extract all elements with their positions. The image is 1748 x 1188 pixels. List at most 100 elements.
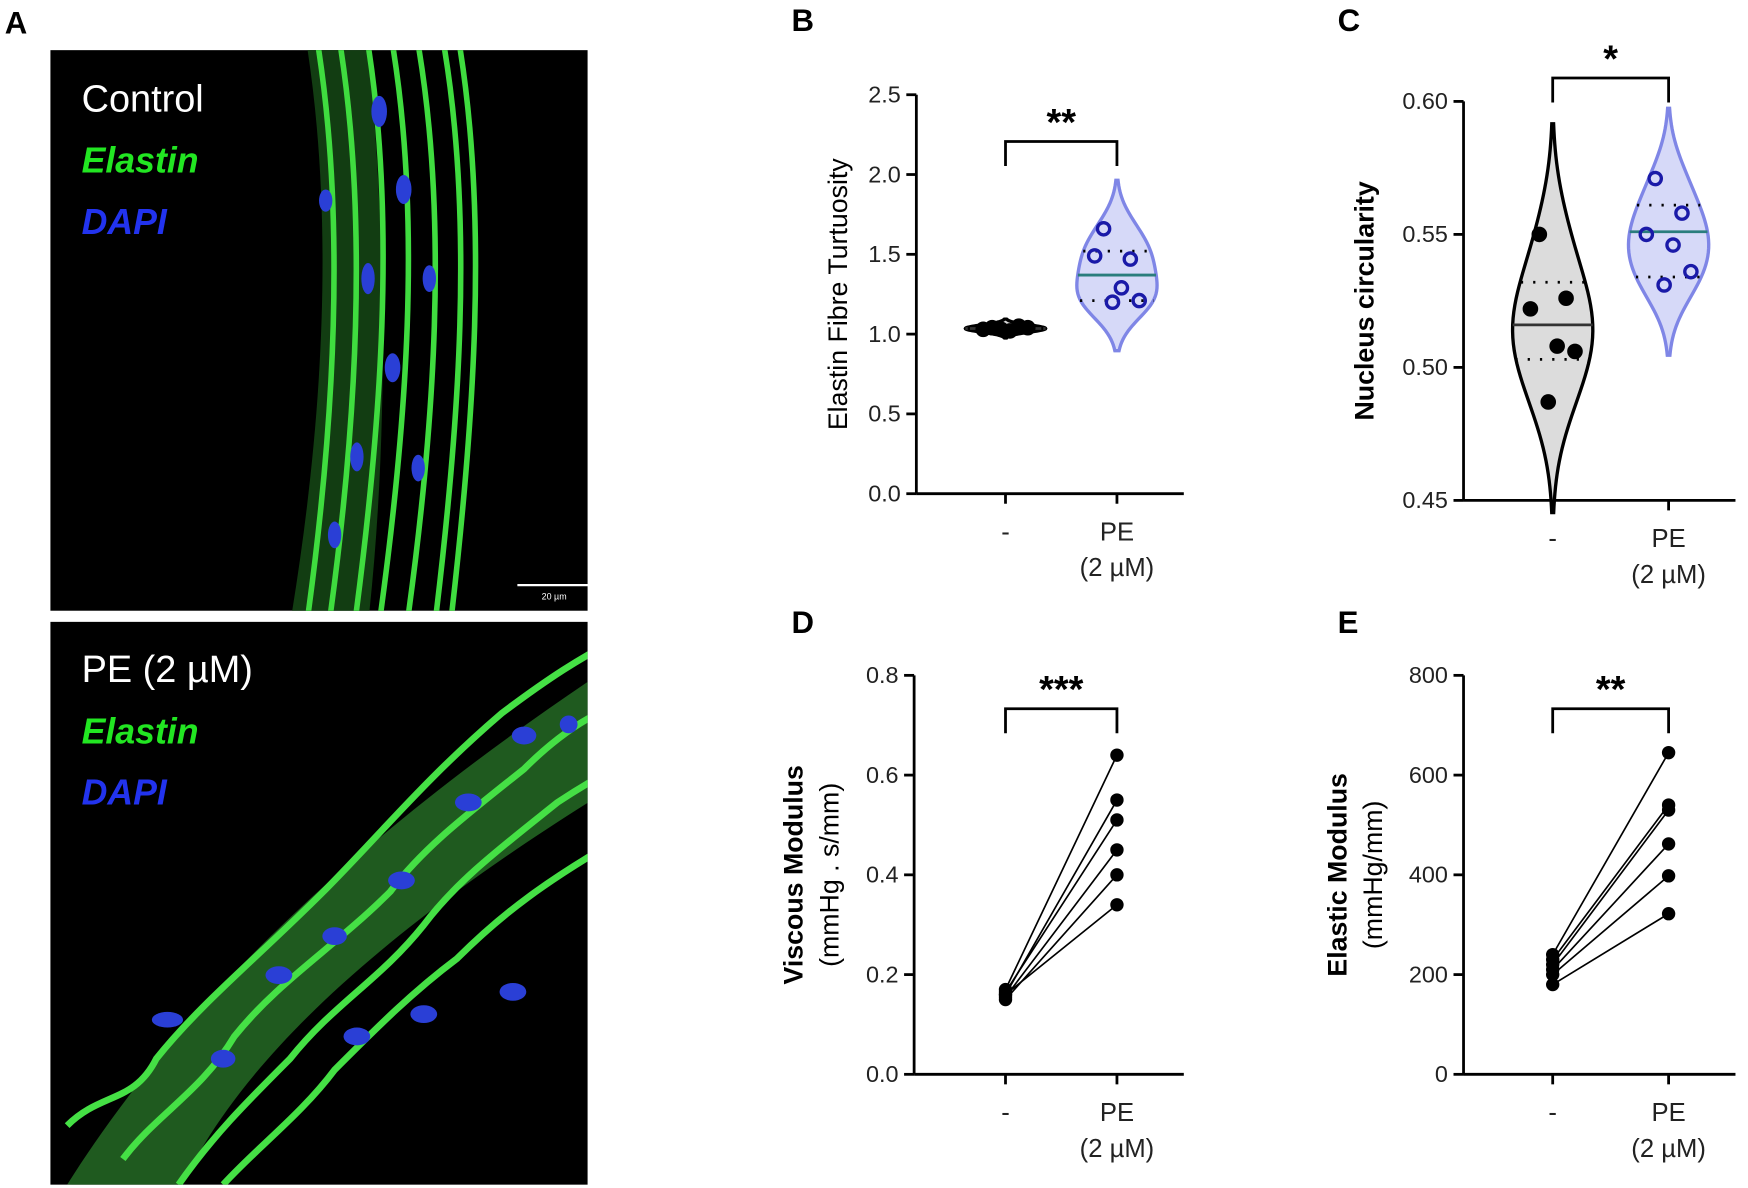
y-axis-label: Viscous Modulus	[779, 765, 809, 984]
data-point	[975, 321, 992, 338]
y-tick-label: 0.45	[1402, 487, 1448, 513]
y-tick-label: 200	[1409, 961, 1448, 987]
image-label: DAPI	[82, 773, 168, 813]
data-point	[1656, 277, 1672, 293]
panel-label: D	[792, 605, 815, 640]
y-axis-label: Nucleus circularity	[1349, 181, 1379, 420]
image-label: PE (2 µM)	[82, 649, 253, 691]
x-tick-label: -	[1001, 1099, 1010, 1127]
data-point	[1019, 319, 1036, 336]
y-tick-label: 0.55	[1402, 221, 1448, 247]
y-tick-label: 0.60	[1402, 88, 1448, 114]
data-point	[1665, 237, 1681, 253]
y-tick-label: 1.5	[868, 241, 901, 267]
data-point	[1110, 793, 1124, 807]
data-point	[1131, 292, 1148, 309]
data-point	[1522, 301, 1539, 317]
data-point	[1661, 907, 1676, 921]
x-tick-label: (2 µM)	[1080, 554, 1155, 582]
y-tick-label: 600	[1409, 762, 1448, 788]
x-tick-label: PE	[1100, 1099, 1134, 1127]
x-tick-label: -	[1001, 519, 1010, 547]
scale-bar-label: 20 µm	[542, 592, 567, 602]
data-point	[1549, 338, 1565, 354]
pair-line	[1552, 913, 1670, 986]
pair-line	[1552, 809, 1670, 966]
y-axis-label: (mmHg/mm)	[1358, 801, 1388, 950]
data-point	[1104, 294, 1121, 310]
y-tick-label: 0	[1435, 1061, 1448, 1087]
data-point	[1110, 748, 1124, 762]
y-axis-label: (mmHg . s/mm)	[814, 783, 844, 967]
panel-label: E	[1338, 605, 1359, 640]
scale-bar-label: 20 µm	[690, 1166, 715, 1176]
data-point	[1110, 843, 1124, 857]
data-point	[1674, 205, 1690, 221]
x-tick-label: -	[1548, 525, 1557, 553]
data-point	[1647, 170, 1664, 187]
data-point	[1661, 837, 1676, 851]
panel-label: B	[792, 3, 815, 38]
y-axis-label: Elastin Fibre Turtuosity	[823, 158, 853, 431]
y-tick-label: 0.4	[866, 862, 899, 888]
violin	[1075, 178, 1159, 353]
image-label: Elastin	[82, 141, 199, 181]
pair-line	[1004, 904, 1118, 996]
y-tick-label: 0.0	[868, 481, 901, 507]
data-point	[1683, 263, 1699, 280]
data-point	[1638, 226, 1655, 243]
data-point	[993, 321, 1009, 338]
y-tick-label: 0.5	[868, 401, 901, 427]
image-label: Control	[82, 78, 204, 120]
y-tick-label: 0.6	[866, 762, 899, 788]
pair-line	[1551, 752, 1670, 956]
y-tick-label: 800	[1409, 662, 1448, 688]
data-point	[1110, 868, 1124, 882]
data-point	[1113, 280, 1130, 296]
pair-line	[1552, 875, 1670, 976]
significance-label: *	[1603, 38, 1618, 80]
data-point	[1540, 394, 1557, 410]
x-tick-label: PE	[1100, 519, 1134, 547]
significance-bracket	[1551, 76, 1670, 103]
image-label: DAPI	[82, 202, 168, 242]
micrograph-content	[292, 50, 479, 611]
y-axis-label: Elastic Modulus	[1323, 773, 1353, 977]
x-tick-label: PE	[1652, 525, 1686, 553]
data-point	[1546, 967, 1560, 982]
data-point	[1661, 745, 1676, 760]
x-tick-label: PE	[1652, 1099, 1686, 1127]
significance-label: **	[1596, 669, 1626, 711]
y-tick-label: 0.0	[866, 1061, 899, 1087]
data-point	[1558, 290, 1574, 307]
y-tick-label: 2.5	[868, 82, 901, 108]
micrograph-content	[64, 651, 588, 1185]
pair-line	[1552, 843, 1670, 971]
x-tick-label: (2 µM)	[1631, 1135, 1706, 1163]
data-point	[1661, 803, 1676, 817]
significance-bracket	[1004, 140, 1119, 167]
pair-line	[1552, 804, 1670, 961]
pair-line	[1004, 754, 1118, 990]
panel-label: C	[1338, 3, 1361, 38]
significance-bracket	[1004, 707, 1119, 734]
pair-line	[1004, 819, 1118, 993]
pair-line	[1004, 849, 1118, 998]
data-point	[998, 987, 1013, 1002]
violin	[1510, 122, 1595, 515]
y-tick-label: 1.0	[868, 321, 901, 347]
y-tick-label: 400	[1409, 862, 1448, 888]
data-point	[1567, 343, 1583, 360]
y-tick-label: 0.8	[866, 662, 899, 688]
data-point	[1546, 977, 1560, 992]
panel-label: A	[5, 5, 28, 40]
data-point	[1095, 220, 1112, 237]
x-tick-label: (2 µM)	[1631, 561, 1706, 589]
data-point	[1110, 813, 1124, 827]
data-point	[1661, 869, 1676, 883]
data-point	[1110, 898, 1124, 912]
x-tick-label: (2 µM)	[1080, 1135, 1155, 1163]
x-tick-label: -	[1548, 1099, 1557, 1127]
